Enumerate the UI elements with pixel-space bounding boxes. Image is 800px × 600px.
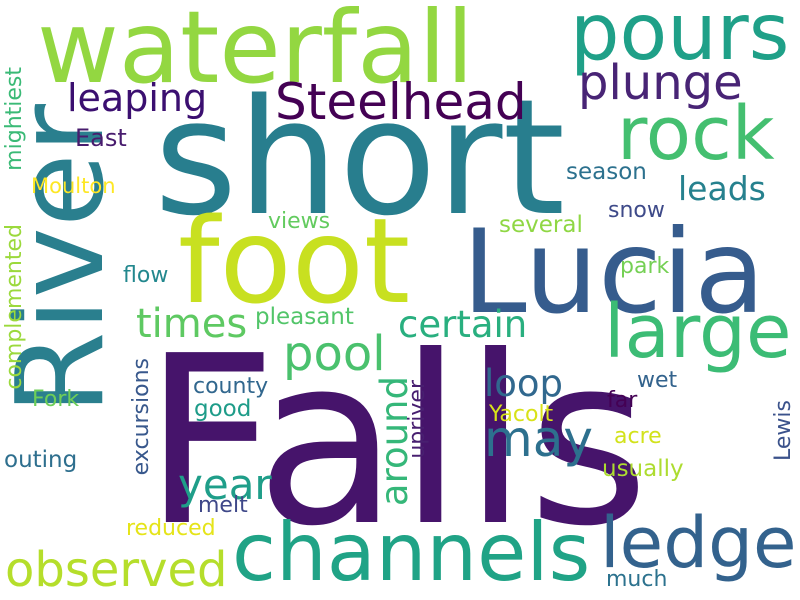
word-waterfall: waterfall xyxy=(37,0,474,106)
word-mightiest: mightiest xyxy=(2,67,27,171)
word-far: far xyxy=(607,388,638,413)
word-east: East xyxy=(75,124,127,152)
word-good: good xyxy=(194,396,252,422)
word-outing: outing xyxy=(4,447,78,473)
word-times: times xyxy=(136,301,248,347)
word-lewis: Lewis xyxy=(771,400,796,461)
word-fork: Fork xyxy=(32,387,80,412)
word-wet: wet xyxy=(637,368,678,393)
word-channels: channels xyxy=(232,506,591,599)
word-reduced: reduced xyxy=(126,516,216,541)
word-ledge: ledge xyxy=(600,501,797,584)
word-pool: pool xyxy=(283,326,386,382)
word-leads: leads xyxy=(678,169,766,208)
word-season: season xyxy=(566,159,647,185)
word-flow: flow xyxy=(123,263,169,288)
word-county: county xyxy=(193,374,269,399)
word-park: park xyxy=(620,254,670,279)
word-much: much xyxy=(606,567,668,592)
word-lucia: Lucia xyxy=(462,205,766,340)
word-moulton: Moulton xyxy=(31,174,116,198)
word-excursions: excursions xyxy=(129,358,154,476)
word-certain: certain xyxy=(398,303,528,346)
word-rock: rock xyxy=(617,91,775,177)
word-usually: usually xyxy=(602,456,684,482)
word-complemented: complemented xyxy=(2,224,27,390)
word-leaping: leaping xyxy=(67,76,208,120)
word-short: short xyxy=(154,64,566,251)
word-loop: loop xyxy=(484,362,564,405)
word-views: views xyxy=(268,209,331,234)
word-falls: Falls xyxy=(143,306,650,577)
word-plunge: plunge xyxy=(578,55,743,111)
word-foot: foot xyxy=(178,192,411,330)
word-may: may xyxy=(484,410,593,468)
word-large: large xyxy=(604,289,792,375)
word-melt: melt xyxy=(198,493,248,518)
word-upriver: upriver xyxy=(405,380,430,459)
word-observed: observed xyxy=(5,542,228,598)
word-pours: pours xyxy=(570,0,790,78)
word-steelhead: Steelhead xyxy=(275,73,527,131)
word-acre: acre xyxy=(614,424,662,449)
word-year: year xyxy=(178,460,272,509)
word-snow: snow xyxy=(608,198,665,223)
word-pleasant: pleasant xyxy=(255,304,354,330)
word-yacolt: Yacolt xyxy=(489,402,554,427)
word-several: several xyxy=(499,212,583,238)
